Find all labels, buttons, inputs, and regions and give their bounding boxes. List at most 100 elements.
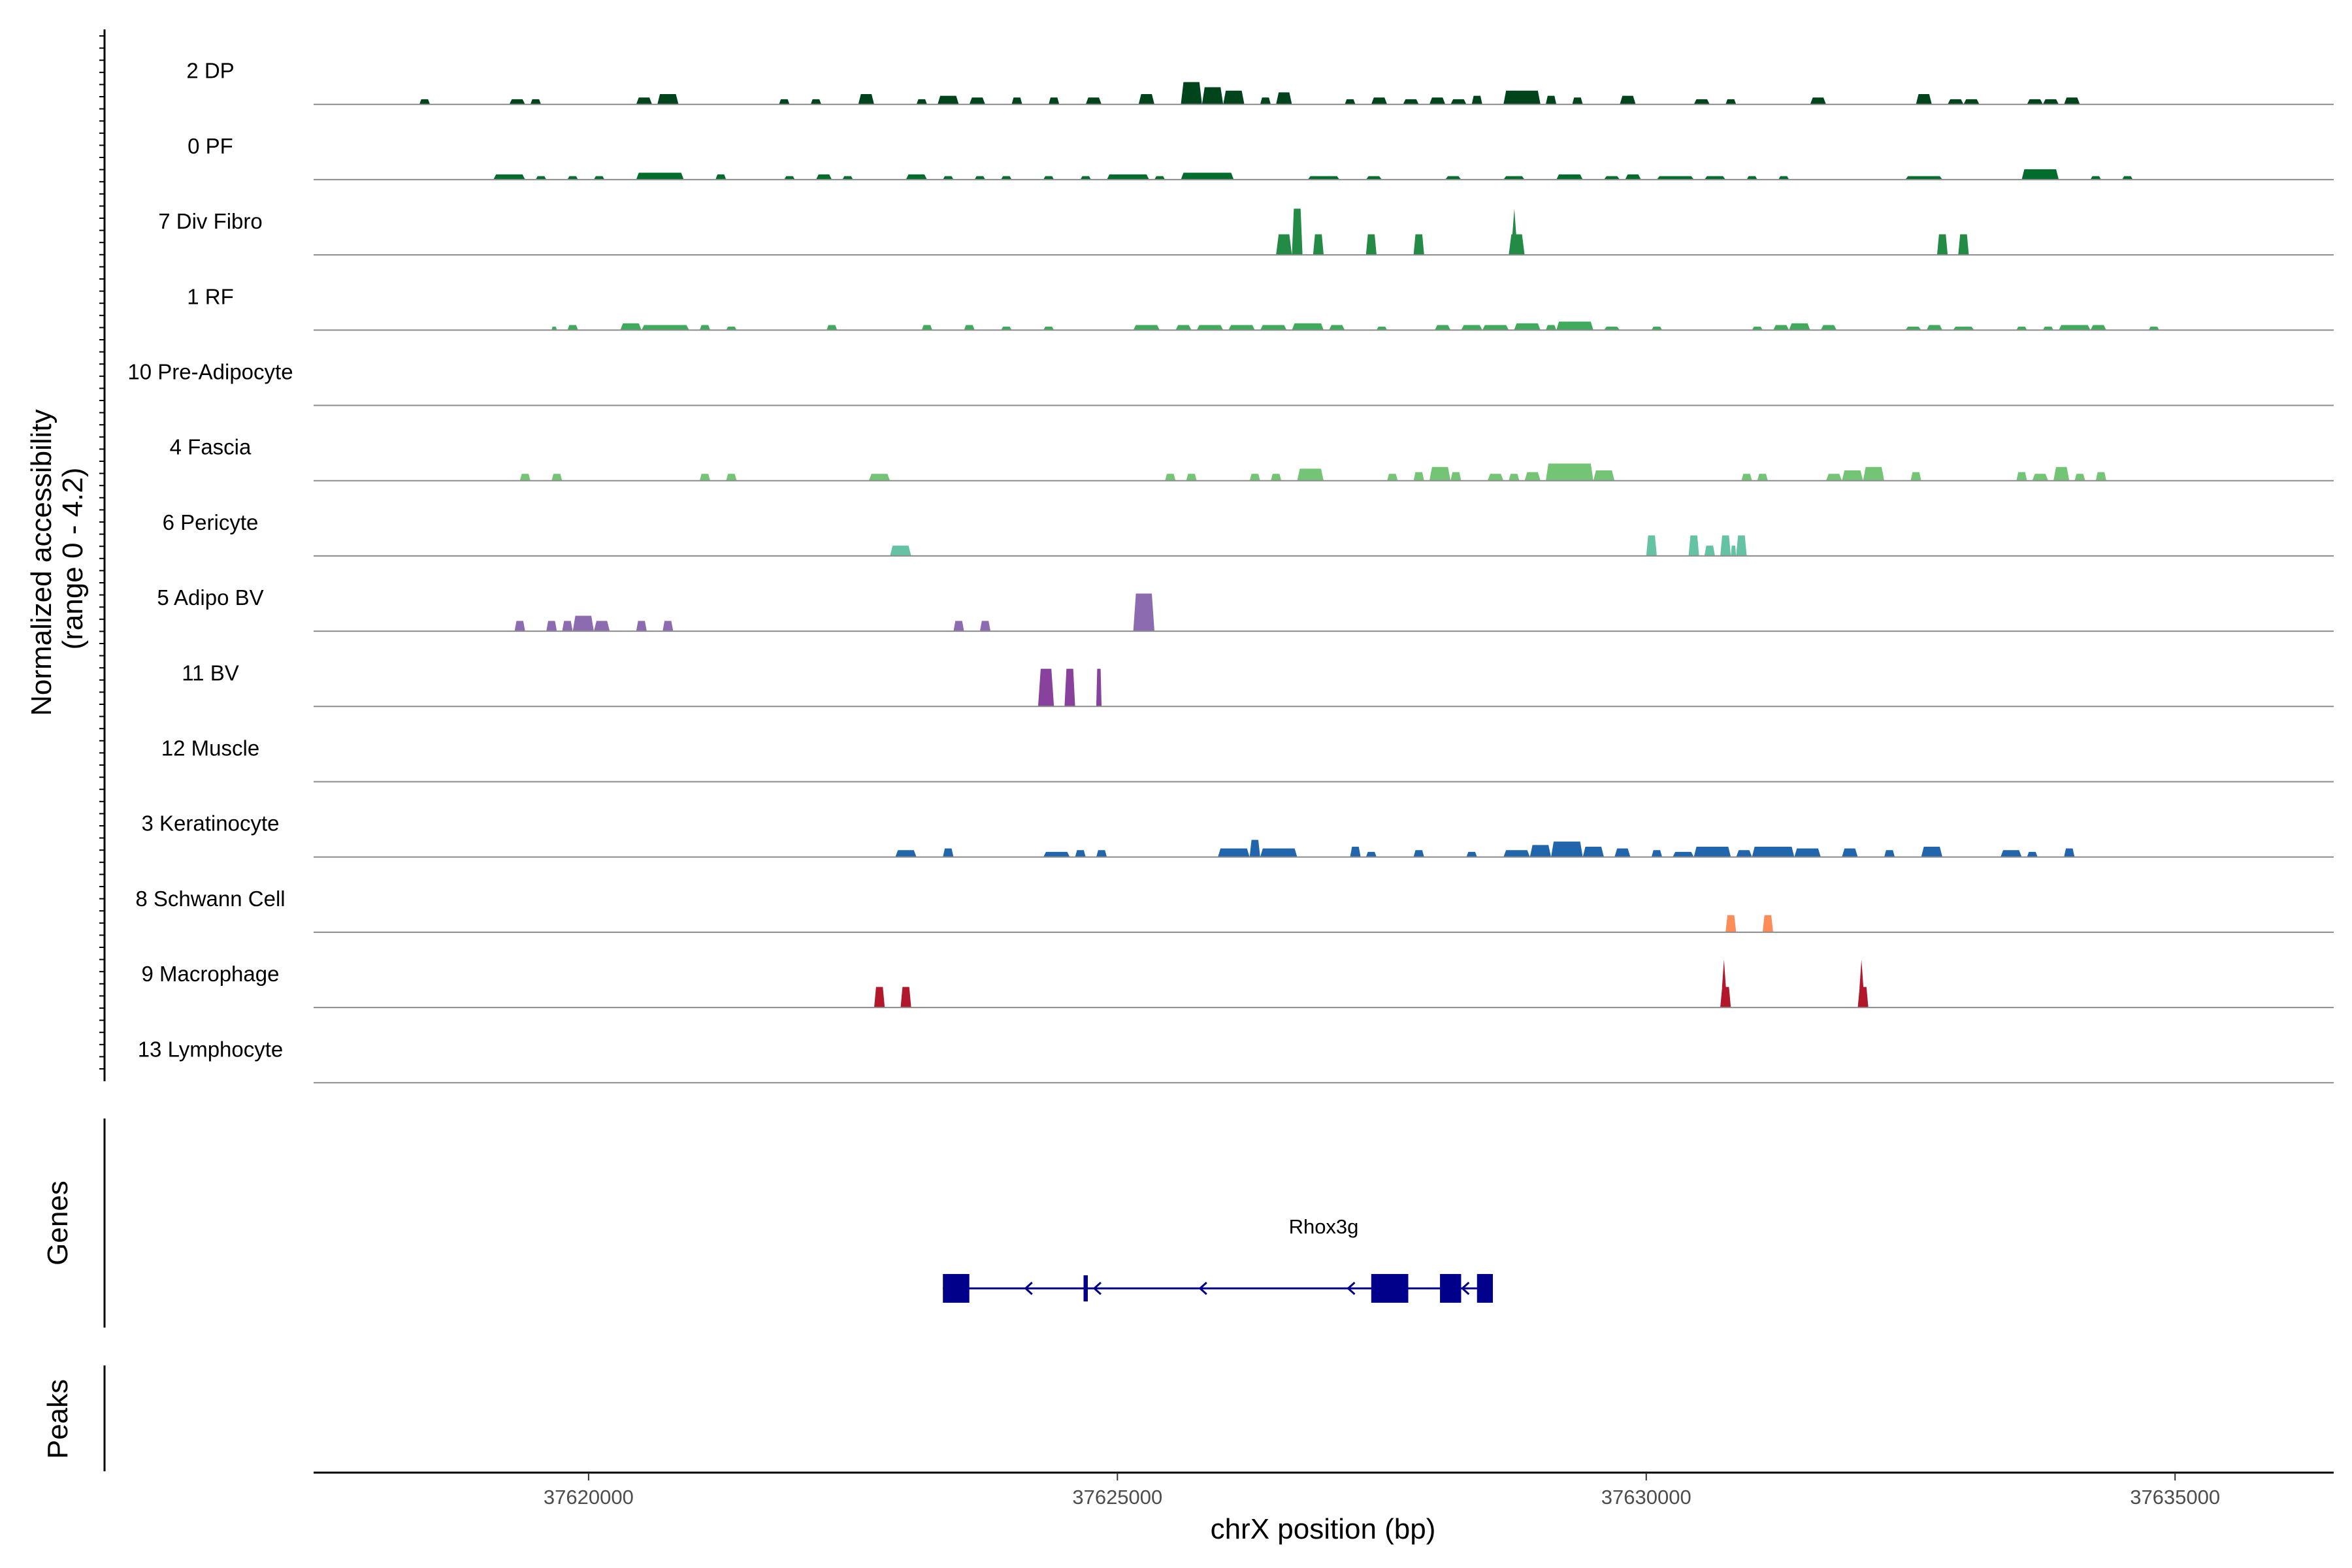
coverage-peak [1096, 668, 1102, 707]
x-tick-label: 37630000 [1601, 1486, 1691, 1509]
coverage-peak [1656, 176, 1694, 180]
coverage-peak [1429, 466, 1451, 481]
coverage-peak [2042, 327, 2054, 331]
coverage-peak [1049, 97, 1060, 105]
coverage-peak [1292, 323, 1324, 331]
coverage-peak [1741, 474, 1752, 481]
coverage-peak [1725, 99, 1737, 105]
coverage-peak [810, 99, 822, 105]
coverage-peak [895, 850, 917, 857]
coverage-peak [1863, 466, 1884, 481]
coverage-peak [1910, 472, 1921, 481]
x-axis: 37620000 37625000 37630000 37635000 [314, 1471, 2334, 1509]
coverage-peak [1825, 474, 1842, 481]
coverage-peak [1413, 234, 1424, 255]
track-label: 8 Schwann Cell [135, 887, 285, 911]
coverage-peak [1196, 325, 1224, 331]
track-label: 6 Pericyte [163, 510, 259, 534]
coverage-peak [1461, 325, 1482, 331]
coverage-peak [2042, 99, 2059, 105]
coverage-peak [1085, 97, 1102, 105]
coverage-peak [1276, 92, 1292, 105]
coverage-peak [1175, 325, 1192, 331]
coverage-peak [1720, 535, 1731, 556]
gene-exon [1477, 1274, 1494, 1303]
coverage-peak [1503, 176, 1525, 180]
coverage-peak [979, 621, 991, 632]
coverage-peak [530, 99, 542, 105]
coverage-peak [1138, 93, 1154, 105]
coverage-peak [641, 325, 689, 331]
coverage-peak [779, 99, 790, 105]
coverage-peak [2064, 848, 2075, 857]
coverage-peak [943, 176, 954, 180]
coverage-peak [974, 176, 985, 180]
coverage-peak [2090, 325, 2106, 331]
coverage-peak [1958, 234, 1969, 255]
coverage-peak [551, 327, 557, 331]
coverage-peak [535, 176, 547, 180]
coverage-peak [1133, 325, 1160, 331]
coverage-peak [1429, 97, 1446, 105]
coverage-peak [1037, 668, 1054, 707]
coverage-peak [593, 621, 610, 632]
coverage-peak [1466, 851, 1477, 857]
track-label: 2 DP [186, 59, 234, 83]
gene-strand-arrow [1347, 1281, 1356, 1296]
coverage-peak [2122, 176, 2133, 180]
coverage-peak [1953, 327, 1974, 331]
coverage-peak [699, 474, 711, 481]
coverage-peak [2032, 474, 2048, 481]
coverage-peak [1387, 474, 1398, 481]
coverage-peak [1603, 327, 1620, 331]
coverage-peak [620, 323, 642, 331]
gene-track: Rhox3g [943, 1215, 1494, 1303]
coverage-peak [953, 621, 964, 632]
coverage-peak [938, 95, 959, 105]
coverage-peak [1736, 535, 1747, 556]
gene-exon [943, 1274, 970, 1303]
coverage-peak [874, 987, 885, 1008]
coverage-peak [868, 474, 890, 481]
coverage-peak [726, 327, 737, 331]
gene-strand-arrow [1024, 1281, 1033, 1296]
coverage-peak [1921, 846, 1943, 857]
coverage-peak [969, 97, 985, 105]
coverage-peak [1064, 668, 1075, 707]
coverage-peak [1503, 850, 1530, 857]
coverage-peak [916, 99, 927, 105]
coverage-peak [1916, 93, 1932, 105]
coverage-peak [1043, 327, 1054, 331]
coverage-peak [1693, 99, 1710, 105]
coverage-peak [567, 176, 578, 180]
coverage-peak [1413, 472, 1424, 481]
coverage-peak [1551, 841, 1583, 857]
coverage-peak [2053, 466, 2070, 481]
coverage-peak [1688, 535, 1699, 556]
coverage-peak [1133, 593, 1154, 632]
coverage-peak [1857, 987, 1869, 1008]
coverage-peak [1752, 846, 1795, 857]
coverage-peak [1107, 174, 1149, 180]
coverage-spike [1512, 208, 1516, 235]
coverage-peak [572, 615, 594, 632]
coverage-peak [906, 174, 927, 180]
coverage-peak [943, 848, 954, 857]
coverage-peak [826, 325, 838, 331]
coverage-peak [1260, 848, 1298, 857]
coverage-peak [2059, 325, 2091, 331]
coverage-peak [1614, 848, 1631, 857]
coverage-peak [1365, 234, 1377, 255]
coverage-peak [1762, 915, 1774, 932]
coverage-peak [1556, 174, 1583, 180]
coverage-peak [1736, 850, 1752, 857]
track-label: 11 BV [182, 661, 238, 685]
coverage-peak [1773, 325, 1789, 331]
coverage-peak [1487, 474, 1504, 481]
track-label: 3 Keratinocyte [142, 811, 280, 836]
coverage-peak [1842, 470, 1863, 481]
coverage-peak [715, 174, 727, 180]
coverage-peak [1011, 97, 1022, 105]
coverage-peak [514, 621, 525, 632]
coverage-peak [1249, 474, 1260, 481]
